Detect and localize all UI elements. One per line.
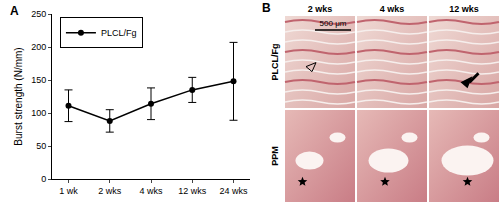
svg-text:4 wks: 4 wks: [380, 4, 405, 14]
svg-text:12 wks: 12 wks: [178, 186, 207, 196]
svg-text:250: 250: [31, 9, 46, 19]
svg-text:500 μm: 500 μm: [320, 19, 347, 28]
svg-text:PLCL/Fg: PLCL/Fg: [101, 28, 137, 38]
svg-text:100: 100: [31, 108, 46, 118]
svg-text:Burst strength (N/mm): Burst strength (N/mm): [13, 47, 24, 145]
svg-text:24 wks: 24 wks: [219, 186, 248, 196]
svg-text:A: A: [10, 4, 19, 18]
svg-text:50: 50: [36, 141, 46, 151]
svg-text:PPM: PPM: [270, 146, 280, 166]
svg-text:1 wk: 1 wk: [59, 186, 78, 196]
svg-text:150: 150: [31, 75, 46, 85]
svg-text:0: 0: [41, 174, 46, 184]
svg-text:4 wks: 4 wks: [139, 186, 163, 196]
svg-text:PLCL/Fg: PLCL/Fg: [270, 44, 280, 81]
svg-text:200: 200: [31, 42, 46, 52]
svg-text:12 wks: 12 wks: [449, 4, 479, 14]
svg-text:B: B: [262, 1, 271, 15]
svg-text:2 wks: 2 wks: [98, 186, 122, 196]
svg-text:2 wks: 2 wks: [308, 4, 333, 14]
